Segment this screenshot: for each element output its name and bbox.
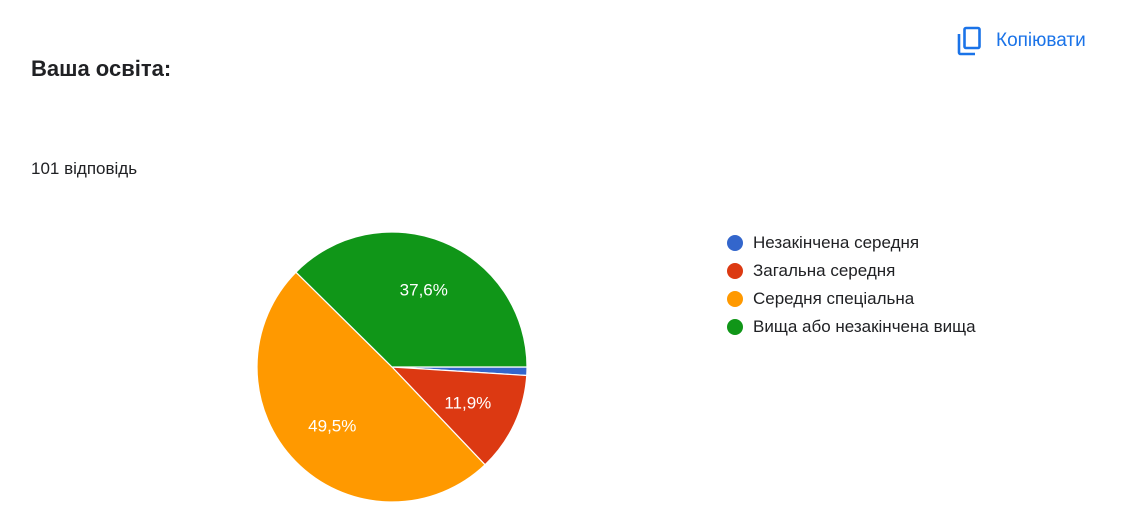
copy-button[interactable]: Копіювати [946, 22, 1096, 60]
pie-slice-label: 49,5% [308, 417, 356, 436]
legend-label: Вища або незакінчена вища [753, 317, 976, 336]
legend-item[interactable]: Загальна середня [727, 257, 976, 285]
legend-swatch [727, 319, 743, 335]
legend-swatch [727, 235, 743, 251]
legend-item[interactable]: Вища або незакінчена вища [727, 313, 976, 341]
legend-label: Загальна середня [753, 261, 896, 280]
pie-slice[interactable] [295, 231, 528, 368]
copy-icon [956, 26, 982, 56]
legend-label: Середня спеціальна [753, 289, 915, 308]
pie-slice[interactable] [256, 271, 486, 503]
legend-swatch [727, 291, 743, 307]
legend-swatch [727, 263, 743, 279]
chart-legend: Незакінчена середня Загальна середня Серед… [727, 229, 976, 341]
legend-item[interactable]: Незакінчена середня [727, 229, 976, 257]
pie-slice-label: 11,9% [444, 393, 491, 412]
question-title: Ваша освіта: [31, 56, 172, 81]
legend-label: Незакінчена середня [753, 233, 920, 252]
response-count: 101 відповідь [31, 159, 138, 178]
pie-slice-label: 37,6% [400, 281, 448, 300]
copy-button-label: Копіювати [996, 30, 1086, 51]
pie-slice[interactable] [390, 366, 528, 466]
legend-item[interactable]: Середня спеціальна [727, 285, 976, 313]
pie-chart: 11,9% 49,5% 37,6% [256, 231, 528, 503]
